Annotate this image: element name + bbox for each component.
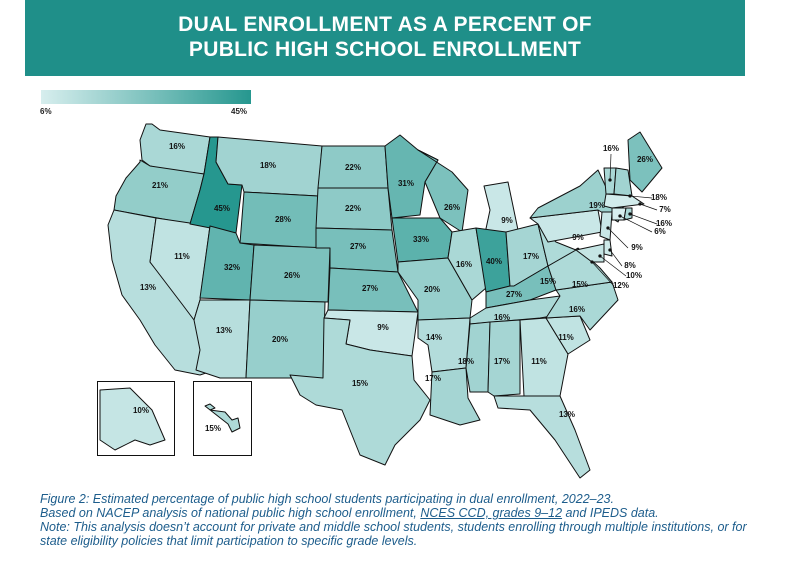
state-label-nd: 22%	[345, 163, 361, 172]
map-title-line-1: DUAL ENROLLMENT AS A PERCENT OF	[178, 13, 592, 36]
state-az	[193, 299, 251, 379]
leader-line-ct	[619, 215, 653, 233]
state-il	[447, 227, 487, 301]
state-label-ks: 27%	[362, 284, 378, 293]
state-label-ct: 6%	[654, 227, 666, 236]
leader-dot-ma	[638, 202, 642, 206]
leader-dot-de	[608, 248, 612, 252]
leader-line-ma	[639, 203, 658, 211]
figure-caption: Figure 2: Estimated percentage of public…	[40, 492, 760, 548]
state-label-ak: 10%	[133, 406, 149, 415]
state-fl	[493, 395, 591, 479]
state-label-ne: 27%	[350, 242, 366, 251]
state-ak	[99, 387, 166, 451]
state-label-sc: 11%	[558, 333, 574, 342]
state-nj	[599, 211, 613, 241]
legend-max-label: 45%	[231, 107, 248, 116]
state-label-ok: 9%	[377, 323, 389, 332]
state-label-la: 17%	[425, 374, 441, 383]
state-label-wv: 15%	[540, 277, 556, 286]
state-label-ga: 11%	[531, 357, 547, 366]
leader-line-md	[599, 255, 627, 277]
leader-line-nj	[607, 227, 629, 249]
state-label-hi: 15%	[205, 424, 221, 433]
state-hi	[204, 403, 241, 433]
state-label-de: 8%	[624, 261, 636, 270]
color-scale-bar	[41, 90, 251, 104]
leader-line-ri	[629, 213, 658, 225]
state-label-il: 16%	[456, 260, 472, 269]
state-label-wy: 28%	[275, 215, 291, 224]
caption-line-2: Based on NACEP analysis of national publ…	[40, 506, 760, 520]
state-label-nh: 18%	[651, 193, 667, 202]
state-label-ia: 33%	[413, 235, 429, 244]
state-label-mo: 20%	[424, 285, 440, 294]
state-label-ny: 19%	[589, 201, 605, 210]
state-label-wi: 26%	[444, 203, 460, 212]
state-de	[603, 239, 613, 257]
state-label-va: 15%	[572, 280, 588, 289]
state-ga	[519, 317, 569, 397]
state-label-ut: 32%	[224, 263, 240, 272]
state-label-fl: 13%	[559, 410, 575, 419]
state-label-tx: 15%	[352, 379, 368, 388]
state-label-sd: 22%	[345, 204, 361, 213]
leader-line-dc	[591, 261, 615, 287]
caption-note: Note: This analysis doesn’t account for …	[40, 520, 747, 548]
leader-line-de	[609, 249, 623, 267]
leader-dot-dc	[590, 260, 594, 264]
state-label-ky: 27%	[506, 290, 522, 299]
state-label-or: 21%	[152, 181, 168, 190]
state-label-me: 26%	[637, 155, 653, 164]
leader-line-nh	[629, 195, 653, 199]
leader-line-vt	[609, 153, 612, 181]
map-title-line-2: PUBLIC HIGH SCHOOL ENROLLMENT	[188, 38, 582, 61]
state-tx	[289, 317, 431, 466]
leader-dot-vt	[608, 178, 612, 182]
state-label-ri: 16%	[656, 219, 672, 228]
state-me	[627, 131, 663, 193]
state-label-ar: 14%	[426, 333, 442, 342]
state-ma	[603, 193, 645, 209]
state-label-wa: 16%	[169, 142, 185, 151]
state-ri	[623, 207, 633, 221]
state-label-ma: 7%	[659, 205, 671, 214]
state-label-mn: 31%	[398, 179, 414, 188]
state-al	[487, 319, 521, 397]
state-label-pa: 9%	[572, 233, 584, 242]
leader-dot-nh	[628, 194, 632, 198]
state-ms	[465, 321, 491, 393]
state-label-mt: 18%	[260, 161, 276, 170]
leader-dot-nj	[606, 226, 610, 230]
state-label-vt: 16%	[603, 144, 619, 153]
state-label-nm: 20%	[272, 335, 288, 344]
leader-dot-ct	[618, 214, 622, 218]
state-label-az: 13%	[216, 326, 232, 335]
state-label-ms: 18%	[458, 357, 474, 366]
legend-min-label: 6%	[40, 107, 52, 116]
leader-dot-ri	[628, 212, 632, 216]
caption-line-1: Figure 2: Estimated percentage of public…	[40, 492, 614, 506]
state-wi	[417, 149, 469, 233]
state-label-ca: 13%	[140, 283, 156, 292]
state-label-dc: 12%	[613, 281, 629, 290]
state-label-nv: 11%	[174, 252, 190, 261]
state-label-nc: 16%	[569, 305, 585, 314]
state-label-co: 26%	[284, 271, 300, 280]
title-banner: DUAL ENROLLMENT AS A PERCENT OF PUBLIC H…	[25, 0, 745, 76]
caption-line-2-end: and IPEDS data.	[562, 506, 659, 520]
state-label-md: 10%	[626, 271, 642, 280]
leader-dot-md	[598, 254, 602, 258]
nces-ccd-link[interactable]: NCES CCD, grades 9–12	[420, 506, 563, 520]
state-label-mi: 9%	[501, 216, 513, 225]
state-label-nj: 9%	[631, 243, 643, 252]
state-label-in: 40%	[486, 257, 502, 266]
state-label-tn: 16%	[494, 313, 510, 322]
state-md	[575, 243, 605, 263]
caption-line-2-text: Based on NACEP analysis of national publ…	[40, 506, 421, 520]
state-label-oh: 17%	[523, 252, 539, 261]
state-label-al: 17%	[494, 357, 510, 366]
state-label-id: 45%	[214, 204, 230, 213]
